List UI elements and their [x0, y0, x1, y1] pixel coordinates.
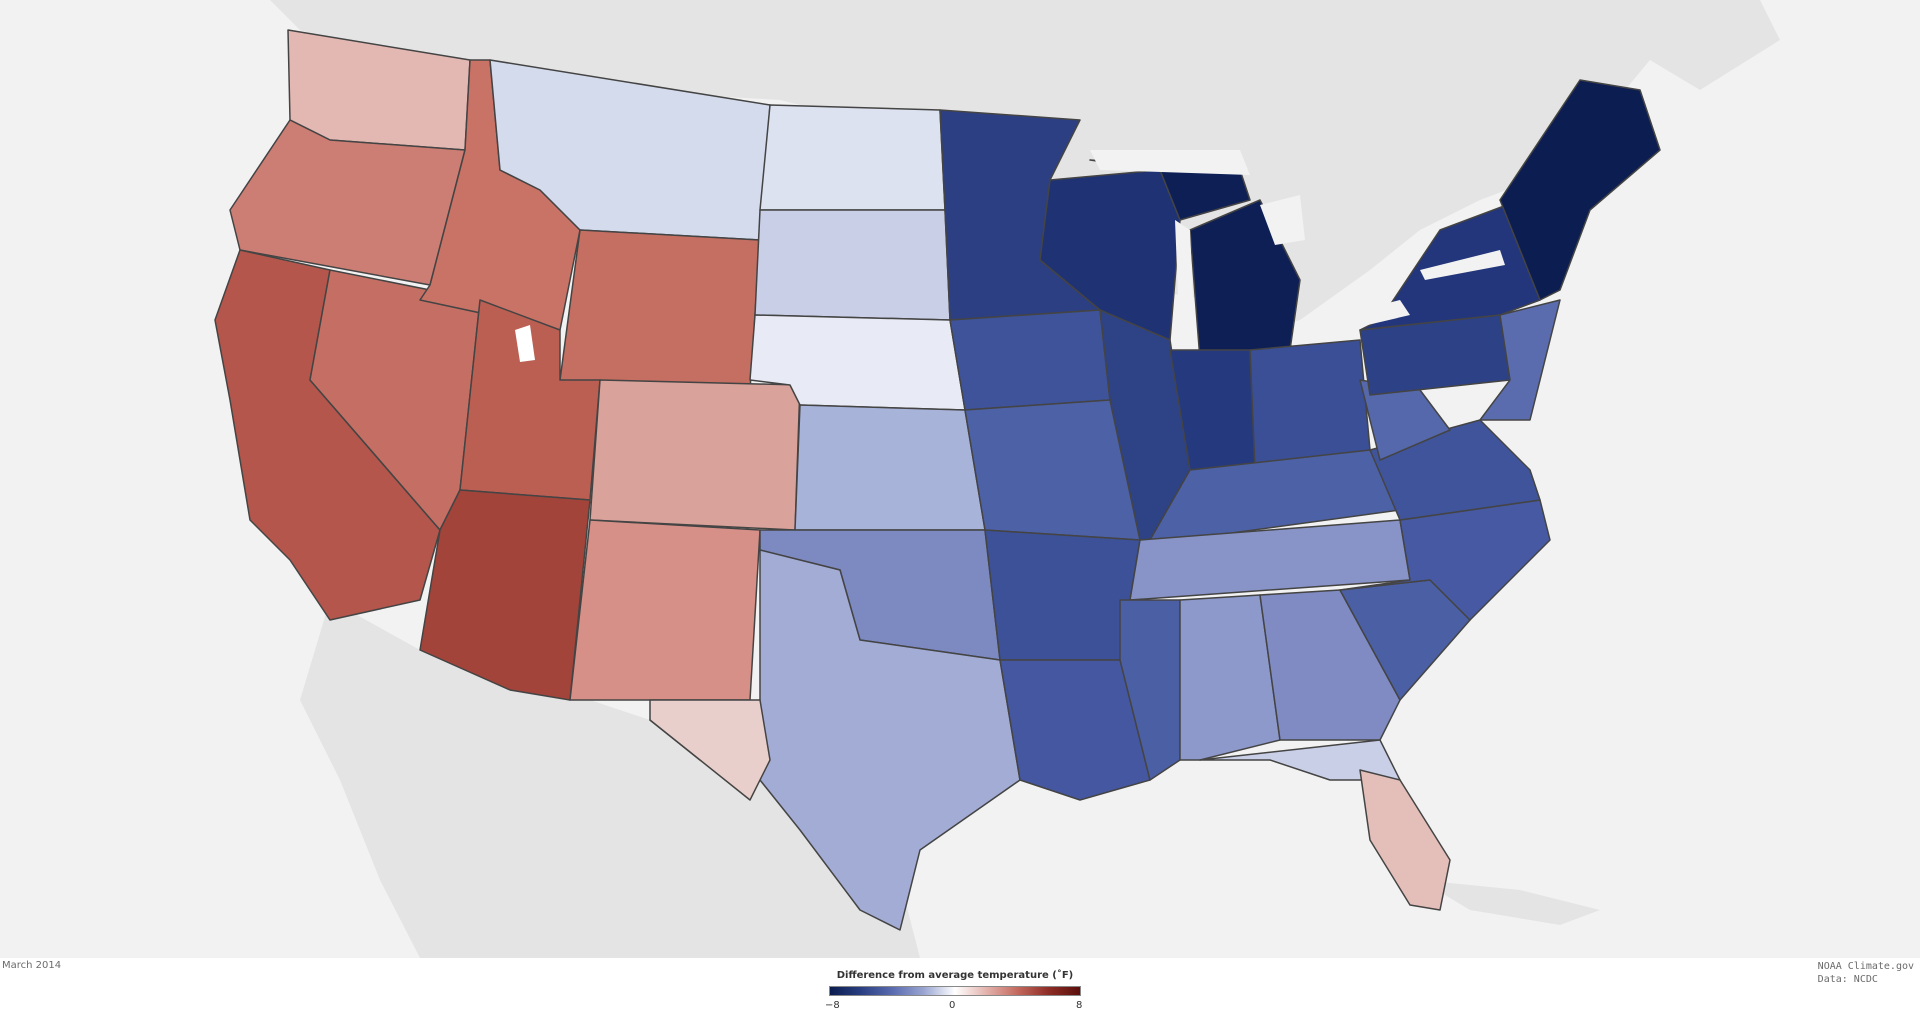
region-new-england [1499, 79, 1661, 301]
legend-min-label: −8 [825, 1000, 840, 1011]
temperature-anomaly-map [214, 0, 1780, 958]
region-north-carolina [1339, 499, 1551, 621]
region-new-mexico [569, 519, 761, 701]
great-salt-lake [515, 325, 535, 362]
region-iowa [949, 309, 1111, 411]
map-canvas [0, 0, 1920, 958]
region-wyoming [559, 229, 761, 391]
credit-data: Data: NCDC [1817, 974, 1878, 985]
region-louisiana [999, 659, 1151, 801]
legend: Difference from average temperature (˚F)… [825, 970, 1085, 1022]
region-mississippi [1119, 599, 1181, 781]
great-lakes [1090, 150, 1505, 345]
legend-color-scale [829, 986, 1081, 996]
footer: March 2014 Difference from average tempe… [0, 958, 1920, 1030]
legend-title: Difference from average temperature (˚F) [836, 970, 1074, 981]
legend-mid-label: 0 [949, 1000, 956, 1011]
cuba-landmass [1420, 880, 1600, 925]
region-michigan [1189, 199, 1301, 361]
region-georgia [1259, 589, 1401, 741]
region-mid-atlantic [1479, 299, 1561, 421]
region-west-texas [649, 699, 771, 801]
credit-source: NOAA Climate.gov [1817, 961, 1914, 972]
conus-regions [214, 29, 1661, 931]
region-arizona [419, 489, 591, 701]
mexico-landmass [300, 600, 920, 958]
region-north-dakota [759, 104, 946, 211]
region-kansas [794, 404, 986, 531]
legend-max-label: 8 [1076, 1000, 1083, 1011]
region-ohio [1249, 339, 1371, 471]
date-label: March 2014 [2, 960, 62, 971]
credit-block: NOAA Climate.gov Data: NCDC [1818, 960, 1914, 986]
region-alabama [1179, 594, 1281, 761]
region-arkansas [984, 529, 1141, 661]
region-south-dakota [754, 209, 951, 321]
region-florida-peninsula [1359, 769, 1451, 911]
region-colorado [589, 379, 801, 531]
